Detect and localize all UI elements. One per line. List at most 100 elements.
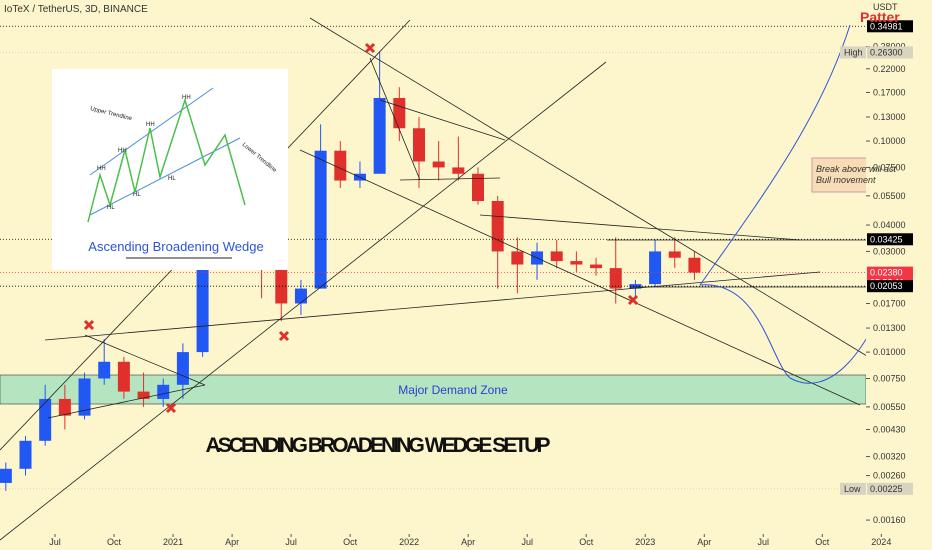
candle-body <box>117 361 130 392</box>
x-tick-label: Oct <box>815 537 830 547</box>
price-label-box <box>867 46 913 59</box>
price-tag: Low <box>844 484 861 494</box>
setup-title: ASCENDING BROADENING WEDGE SETUP <box>206 434 551 457</box>
price-label-box <box>867 20 913 33</box>
candle-body <box>0 468 12 483</box>
y-tick-label: 0.00750 <box>873 373 906 383</box>
candle-body <box>39 398 52 441</box>
y-tick-label: 0.05500 <box>873 191 906 201</box>
price-tag: High <box>844 47 863 57</box>
x-tick-label: Jul <box>758 537 770 547</box>
hl: HL <box>133 192 141 198</box>
candle-body <box>98 361 111 379</box>
y-tick-label: 0.00320 <box>873 452 906 462</box>
x-tick-label: Apr <box>225 537 239 547</box>
candle-body <box>491 201 504 252</box>
price-tag-box <box>840 46 866 59</box>
candle-body <box>609 268 622 289</box>
demand-zone <box>0 374 867 405</box>
price-label: 0.02380 <box>870 268 903 278</box>
inset <box>52 69 288 270</box>
price-label: 0.03425 <box>870 234 903 244</box>
callout-text: Break above will act <box>816 164 897 174</box>
y-tick-label: 0.22000 <box>873 64 906 74</box>
candle-body <box>294 288 307 304</box>
x-tick-label: Apr <box>697 537 711 547</box>
y-tick-label: 0.00160 <box>873 515 906 525</box>
x-tick-label: Jul <box>285 537 297 547</box>
y-tick-label: 0.04000 <box>873 220 906 230</box>
projection <box>699 24 893 384</box>
hl: HL <box>168 176 176 182</box>
symbol-title: IoTeX / TetherUS, 3D, BINANCE <box>4 4 148 15</box>
price-label: 0.02053 <box>870 281 903 291</box>
y-tick-label: 0.13000 <box>873 112 906 122</box>
y-tick-label: 0.07500 <box>873 162 906 172</box>
x-tick-label: 2023 <box>635 537 655 547</box>
candle-body <box>511 251 524 265</box>
candle-body <box>668 251 681 258</box>
candle-body <box>393 97 406 129</box>
hh: HH <box>97 166 106 172</box>
price-label-box <box>867 482 913 495</box>
candle-body <box>590 264 603 269</box>
candle-body <box>137 391 150 399</box>
hl: HL <box>107 205 115 211</box>
price-label: 0.34981 <box>870 21 903 31</box>
x-tick-label: Apr <box>461 537 475 547</box>
y-tick-label: 0.01700 <box>873 298 906 308</box>
axis: 0.280000.220000.170000.130000.100000.075… <box>49 20 913 547</box>
candle-body <box>78 378 91 416</box>
x-tick-label: Oct <box>343 537 358 547</box>
x-tick-label: 2022 <box>399 537 419 547</box>
x-tick-label: Jul <box>521 537 533 547</box>
candle-body <box>373 97 386 174</box>
y-tick-label: 0.03000 <box>873 246 906 256</box>
candle-body <box>570 261 583 265</box>
candle-body <box>58 398 71 416</box>
candle-body <box>550 251 563 262</box>
y-tick-label: 0.10000 <box>873 136 906 146</box>
candle-body <box>649 251 662 285</box>
demand-zone-label: Major Demand Zone <box>398 383 508 397</box>
x-tick-label: 2024 <box>871 537 891 547</box>
candle-body <box>452 167 465 174</box>
y-tick-label: 0.00550 <box>873 402 906 412</box>
candle-body <box>19 440 32 469</box>
price-label-box <box>867 233 913 246</box>
price-label: 0.00225 <box>870 484 903 494</box>
candle-body <box>472 173 485 202</box>
candle-body <box>412 128 425 162</box>
x-tick-label: Jul <box>49 537 61 547</box>
candle-body <box>176 352 189 385</box>
y-tick-label: 0.01300 <box>873 323 906 333</box>
axis-unit: USDT <box>873 2 898 12</box>
callout-text: Bull movement <box>816 175 876 185</box>
inset-title: Ascending Broadening Wedge <box>88 239 263 254</box>
candle-body <box>275 268 288 304</box>
candle-body <box>196 257 209 353</box>
x-markers <box>83 42 639 414</box>
y-tick-label: 0.00260 <box>873 471 906 481</box>
x-tick-label: Oct <box>107 537 122 547</box>
hh: HH <box>182 95 191 101</box>
candle-body <box>432 161 445 168</box>
candle-body <box>314 150 327 289</box>
y-tick-label: 0.01000 <box>873 347 906 357</box>
x-tick-label: Oct <box>579 537 594 547</box>
price-label-box <box>867 280 913 293</box>
y-tick-label: 0.00430 <box>873 424 906 434</box>
price-label: 0.26300 <box>870 47 903 57</box>
candle-body <box>629 284 642 289</box>
hh: HH <box>118 148 127 154</box>
pattern-label: Patter <box>860 9 900 25</box>
candle-body <box>334 150 347 181</box>
x-tick-label: 2021 <box>163 537 183 547</box>
y-tick-label: 0.17000 <box>873 87 906 97</box>
candle-body <box>688 257 701 273</box>
candle-body <box>157 384 170 399</box>
plot <box>0 25 866 491</box>
price-tag-box <box>840 482 866 495</box>
hh: HH <box>146 122 155 128</box>
